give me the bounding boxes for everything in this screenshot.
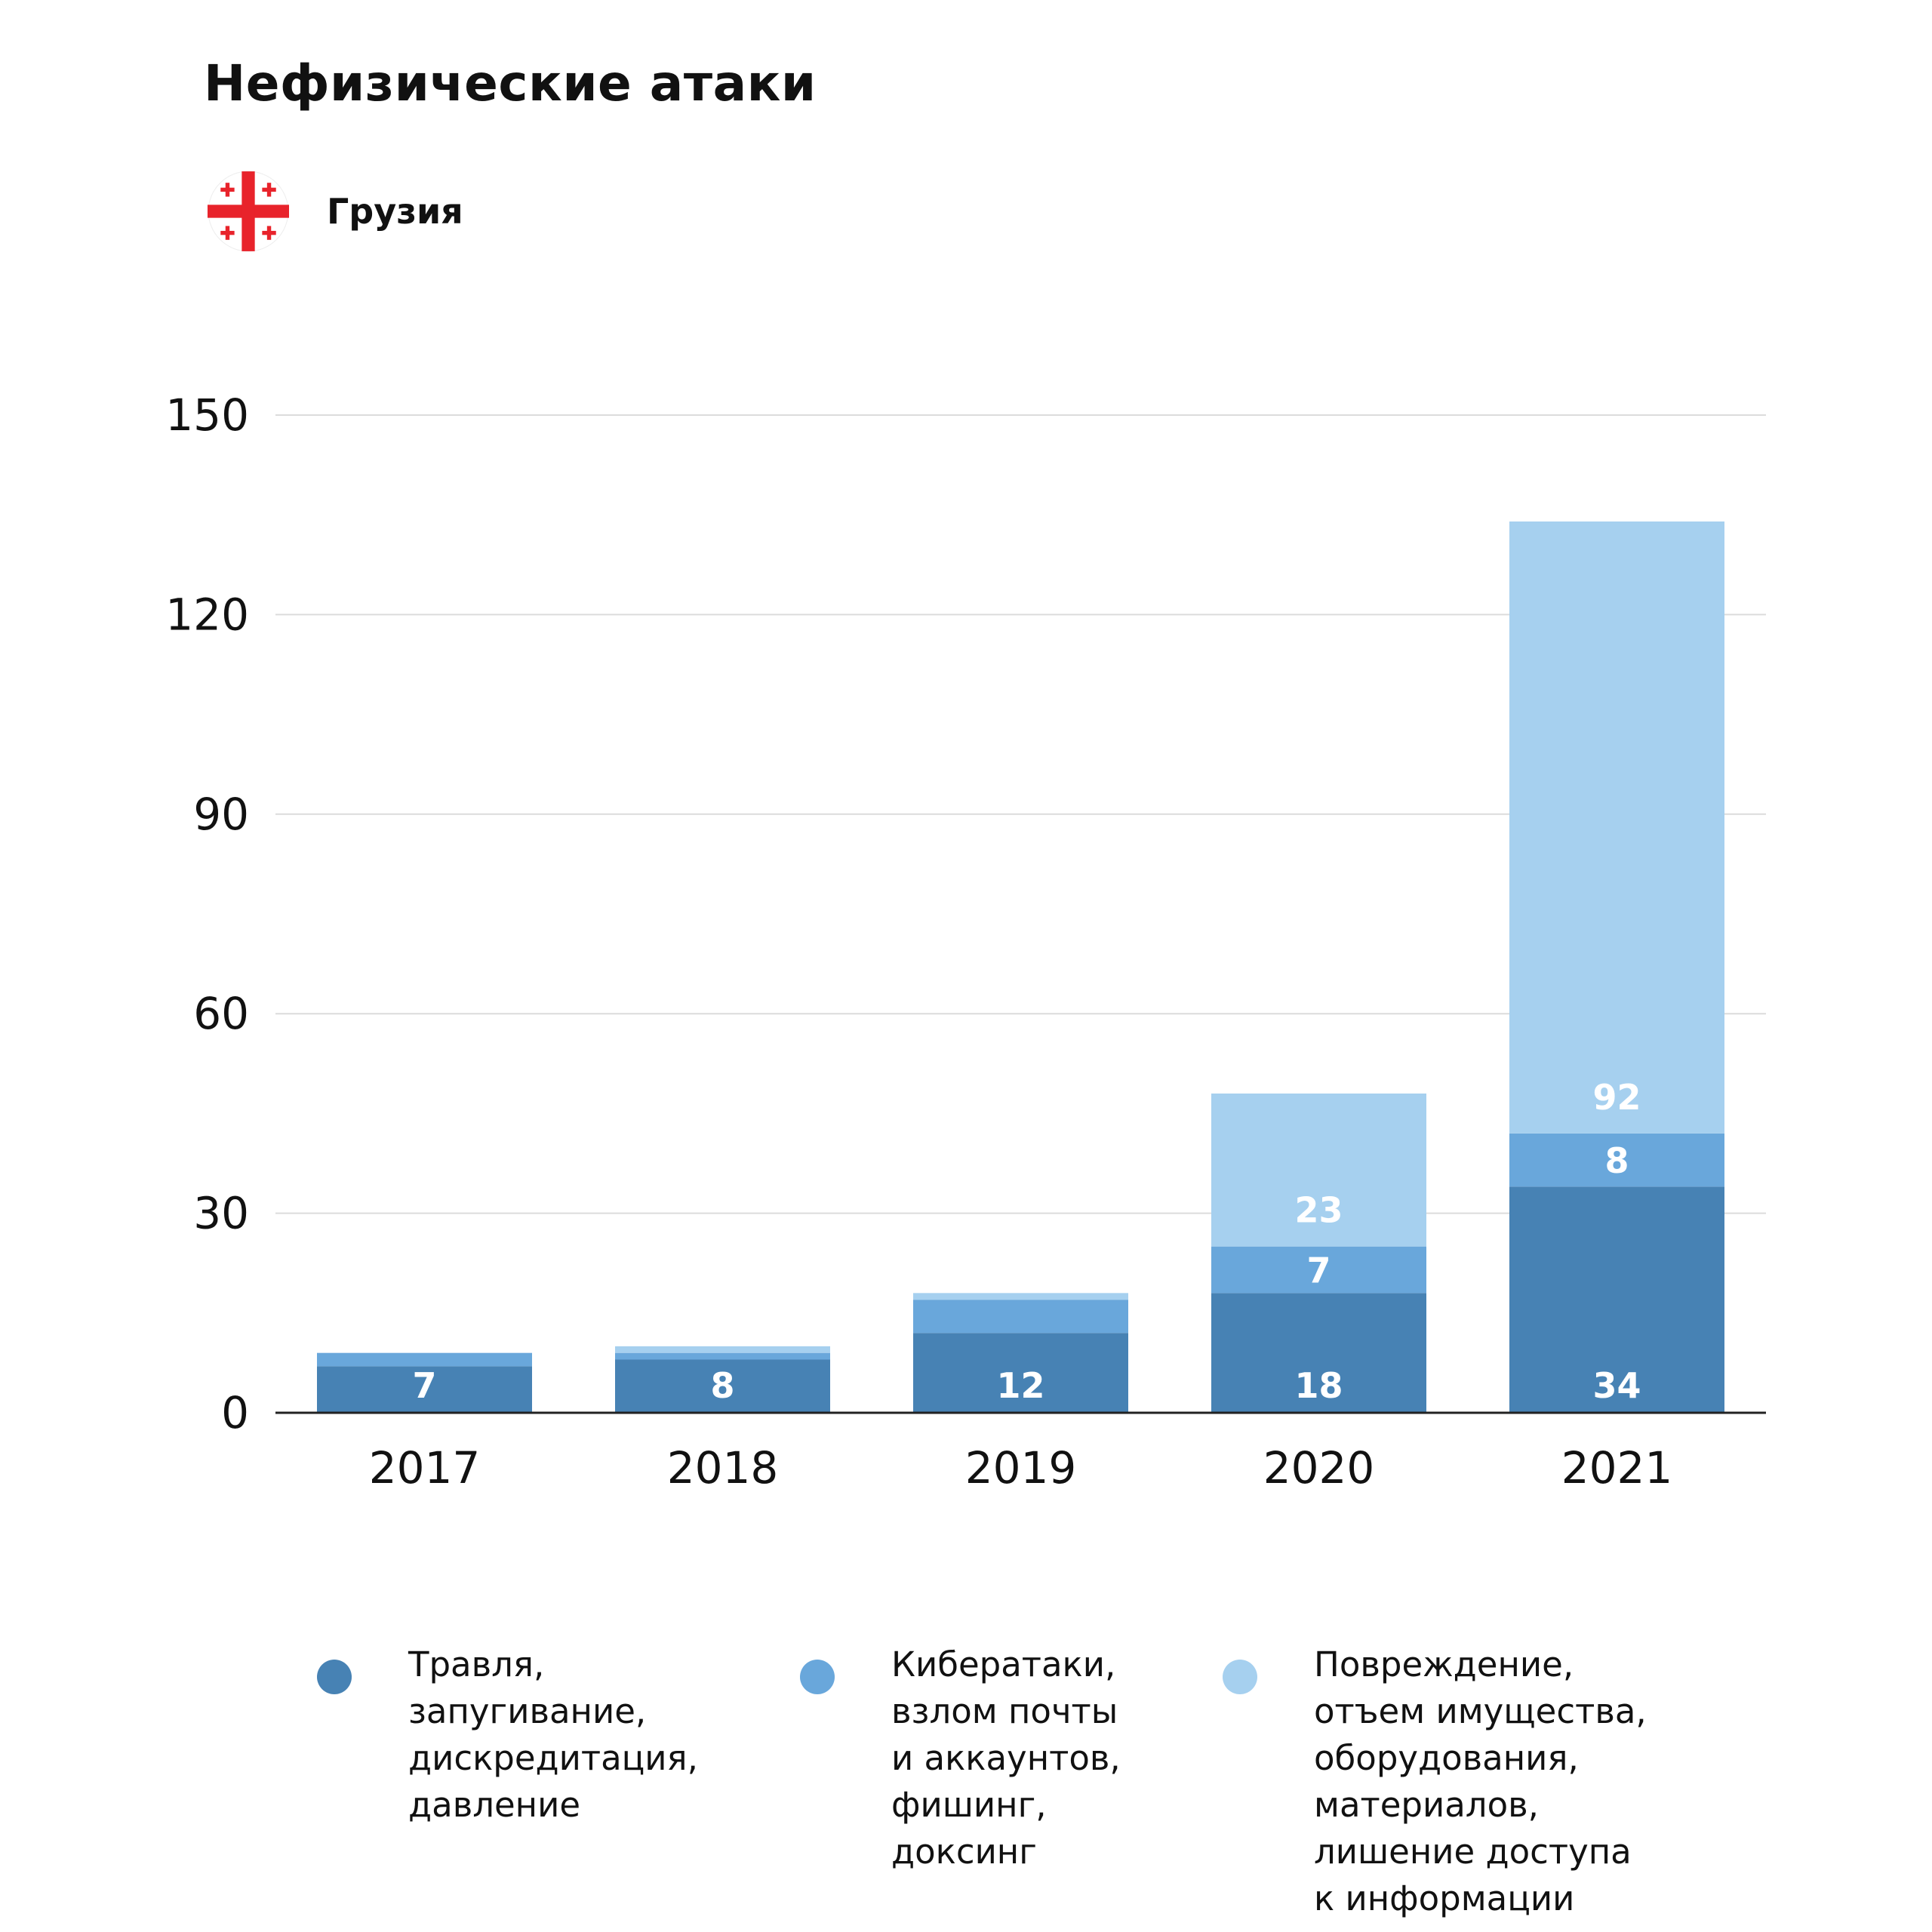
bar-chart: 0 30 60 90 120 150 7 2017 8 2018 12 2019 18 7 23 2020 34… — [165, 389, 1766, 1494]
chart-title: Нефизические атаки — [204, 54, 817, 112]
legend-label: Травля, запугивание, дискредитация, давл… — [408, 1644, 698, 1825]
x-tick-label: 2020 — [1263, 1442, 1375, 1494]
x-tick-label: 2019 — [965, 1442, 1077, 1494]
bar-segment — [615, 1346, 830, 1353]
country-name: Грузия — [327, 191, 463, 232]
legend-item: Травля, запугивание, дискредитация, давл… — [317, 1641, 800, 1922]
y-tick-label: 30 — [193, 1188, 249, 1239]
country-row: Грузия — [208, 170, 463, 253]
bar-segment — [317, 1352, 532, 1367]
x-tick-label: 2018 — [667, 1442, 779, 1494]
legend-item: Повреждение, отъем имущества, оборудован… — [1223, 1641, 1675, 1922]
legend-swatch — [317, 1660, 352, 1694]
data-label: 18 — [1294, 1365, 1343, 1406]
legend-swatch — [1223, 1660, 1257, 1694]
georgia-flag-icon — [208, 171, 289, 252]
x-tick-label: 2017 — [369, 1442, 481, 1494]
bar-segment — [1509, 1133, 1724, 1187]
y-tick-label: 0 — [221, 1387, 249, 1438]
bar-segment — [615, 1352, 830, 1360]
bar-segment — [913, 1333, 1128, 1413]
bar-segment — [615, 1359, 830, 1413]
legend-label: Повреждение, отъем имущества, оборудован… — [1314, 1644, 1647, 1918]
y-tick-label: 120 — [165, 589, 249, 640]
bar-segment — [1509, 521, 1724, 1134]
data-label: 7 — [412, 1365, 436, 1406]
data-label: 12 — [996, 1365, 1044, 1406]
data-label: 23 — [1294, 1190, 1343, 1231]
bar-segment — [913, 1293, 1128, 1300]
bar-segment — [1211, 1093, 1426, 1247]
data-label: 8 — [1604, 1140, 1629, 1181]
x-tick-label: 2021 — [1561, 1442, 1673, 1494]
data-label: 34 — [1592, 1365, 1641, 1406]
bar-segment — [1211, 1293, 1426, 1413]
bar-segment — [913, 1300, 1128, 1334]
data-label: 8 — [710, 1365, 734, 1406]
y-tick-label: 150 — [165, 389, 249, 441]
y-tick-label: 90 — [193, 789, 249, 840]
bar-segment — [1211, 1246, 1426, 1294]
legend: Травля, запугивание, дискредитация, давл… — [317, 1641, 1751, 1922]
data-label: 92 — [1592, 1077, 1641, 1118]
legend-label: Кибератаки, взлом почты и аккаунтов, фиш… — [891, 1644, 1121, 1872]
legend-swatch — [800, 1660, 835, 1694]
bar-segment — [1509, 1186, 1724, 1413]
bar-segment — [317, 1366, 532, 1413]
legend-item: Кибератаки, взлом почты и аккаунтов, фиш… — [800, 1641, 1223, 1922]
y-tick-label: 60 — [193, 988, 249, 1039]
data-label: 7 — [1306, 1251, 1331, 1291]
